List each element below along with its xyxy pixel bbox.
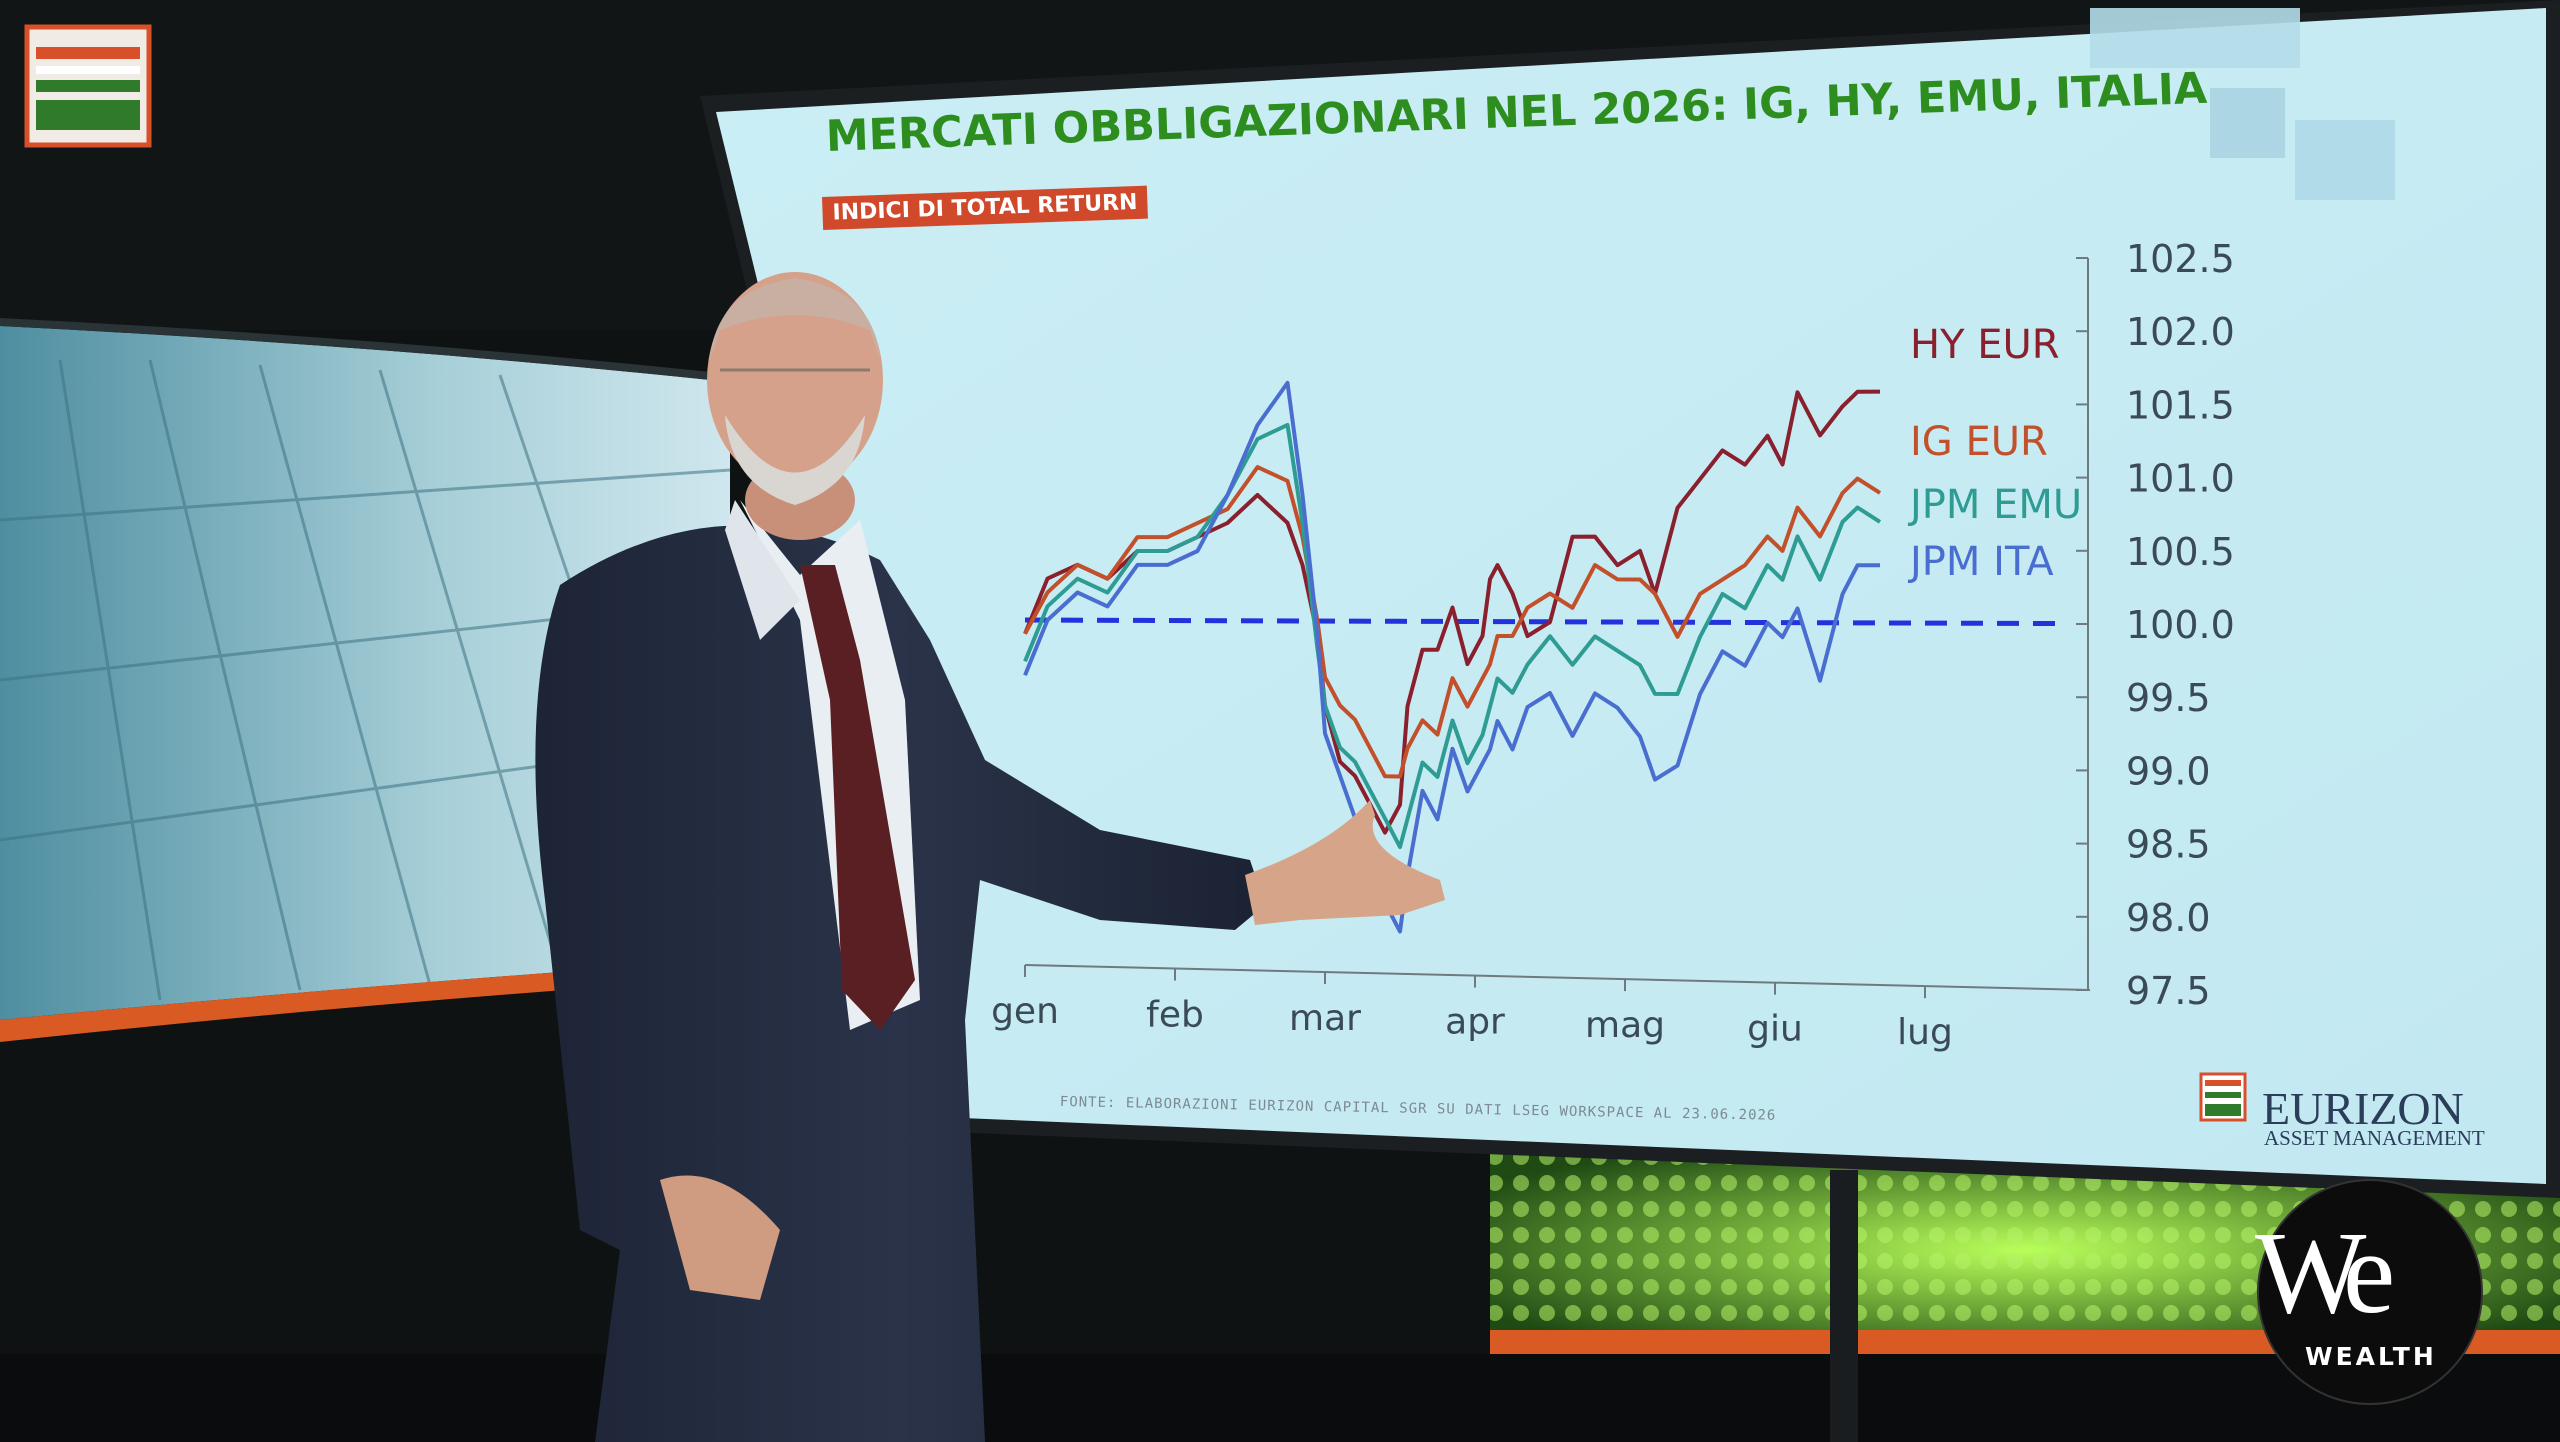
screen-stand-pole xyxy=(1830,1170,1858,1442)
y-tick-label: 100.0 xyxy=(2126,603,2235,647)
presenter-beard xyxy=(725,415,865,505)
screen-deco-square-1 xyxy=(2090,8,2300,68)
channel-logo-top-left xyxy=(24,24,152,148)
left-wall-top-trim xyxy=(0,318,730,382)
screen-deco-square-2 xyxy=(2210,88,2285,158)
y-tick-label: 101.5 xyxy=(2126,383,2235,427)
series-label-ig-eur: IG EUR xyxy=(1910,419,2048,465)
x-tick-label: feb xyxy=(1146,995,1204,1036)
y-tick-label: 102.0 xyxy=(2126,310,2235,354)
screen-deco-square-3 xyxy=(2295,120,2395,200)
y-tick-label: 101.0 xyxy=(2126,457,2235,501)
y-tick-label: 98.5 xyxy=(2126,823,2211,867)
x-tick-label: apr xyxy=(1445,1002,1505,1043)
presenter-tie xyxy=(800,565,915,1030)
series-line-jpm-ita xyxy=(1023,380,1880,934)
series-label-jpm-ita: JPM ITA xyxy=(1907,539,2054,585)
series-line-ig-eur xyxy=(1023,465,1882,779)
y-tick-label: 97.5 xyxy=(2126,969,2211,1013)
series-label-hy-eur: HY EUR xyxy=(1910,322,2060,368)
floor xyxy=(0,1354,2560,1442)
series-label-jpm-emu: JPM EMU xyxy=(1907,482,2082,528)
presenter-hair xyxy=(710,278,880,360)
presenter-collar-left xyxy=(725,500,800,640)
x-tick-label: mag xyxy=(1585,1005,1665,1046)
eurizon-logo-icon xyxy=(2199,1072,2247,1122)
presenter-head xyxy=(707,272,883,488)
x-tick-label: mar xyxy=(1289,998,1361,1039)
x-axis-line xyxy=(1024,964,2091,991)
y-tick-label: 99.0 xyxy=(2126,749,2211,793)
x-tick-label: gen xyxy=(991,991,1059,1032)
x-tick-label: lug xyxy=(1897,1012,1953,1053)
x-tick-label: giu xyxy=(1747,1009,1803,1050)
y-tick-label: 100.5 xyxy=(2126,530,2235,574)
series-line-hy-eur xyxy=(1023,389,1881,835)
eurizon-brand-name: EURIZON xyxy=(2262,1083,2464,1134)
we-wealth-logo-wealth: WEALTH xyxy=(2305,1342,2437,1371)
y-tick-label: 98.0 xyxy=(2126,896,2211,940)
presenter-pointing-hand xyxy=(1245,800,1445,925)
y-tick-label: 102.5 xyxy=(2126,237,2235,281)
eurizon-brand-subtitle: ASSET MANAGEMENT xyxy=(2264,1126,2485,1150)
left-wall-orange-trim xyxy=(0,960,730,1042)
we-wealth-logo-circle xyxy=(2257,1179,2483,1405)
we-wealth-logo-we: We xyxy=(2255,1207,2395,1338)
presenter xyxy=(535,272,1445,1442)
presenter-pocket-hand xyxy=(660,1175,780,1300)
line-chart: 102.5 102.0 101.5 101.0 100.5 100.0 99.5 99.0 98… xyxy=(991,237,2235,1053)
y-tick-label: 99.5 xyxy=(2126,676,2211,720)
reference-line-100 xyxy=(1024,617,2069,627)
